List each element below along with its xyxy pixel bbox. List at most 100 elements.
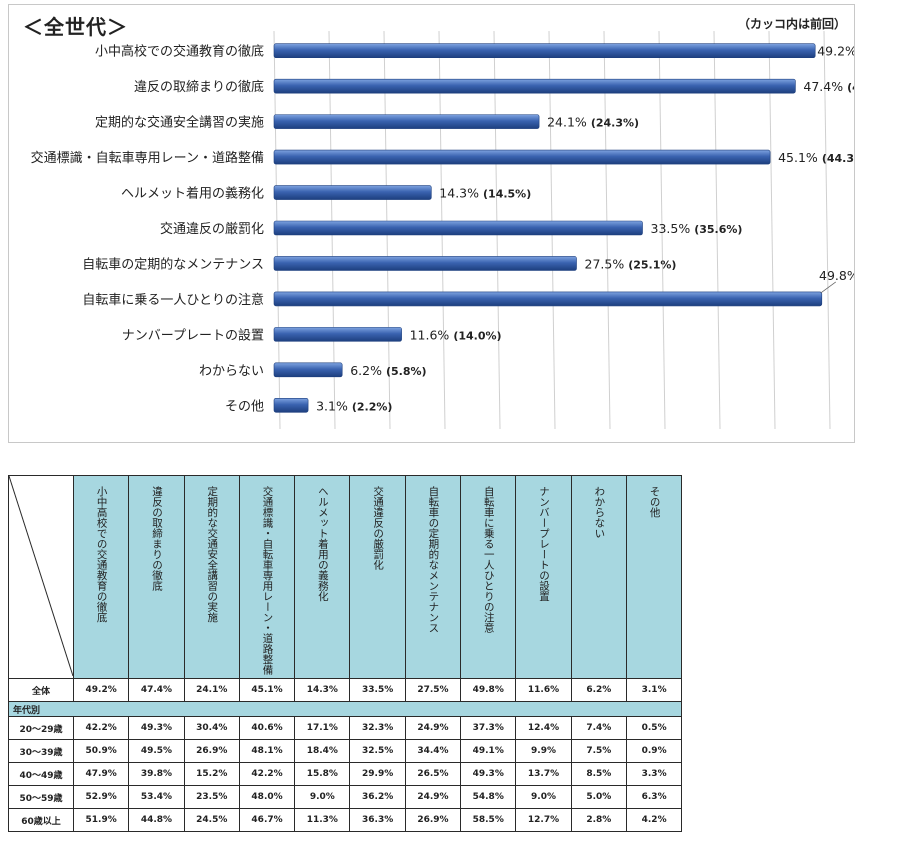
- previous-value-label: (24.3%): [591, 117, 639, 130]
- category-label: 交通違反の厳罰化: [160, 221, 264, 237]
- previous-value-label: (2.2%): [352, 400, 393, 413]
- table-cell: 18.4%: [294, 739, 351, 763]
- category-label: 小中高校での交通教育の徹底: [95, 44, 264, 60]
- table-cell: 9.0%: [294, 785, 351, 809]
- bar: [273, 256, 577, 271]
- table-cell: 7.4%: [570, 716, 627, 740]
- age-breakdown-table: 小中高校での交通教育の徹底 違反の取締まりの徹底 定期的な交通安全講習の実施 交通標識…: [7, 475, 683, 832]
- previous-value-label: (14.0%): [453, 329, 501, 342]
- table-header-cell: 自転車の定期的なメンテナンス: [404, 475, 462, 679]
- table-cell: 24.9%: [404, 716, 462, 740]
- table-cell: 23.5%: [183, 785, 240, 809]
- category-label: ヘルメット着用の義務化: [121, 186, 264, 202]
- table-cell: 58.5%: [460, 808, 517, 832]
- table-cell: 49.5%: [128, 739, 185, 763]
- table-cell: 49.2%: [72, 678, 130, 702]
- table-cell: 50.9%: [72, 739, 130, 763]
- bar: [273, 327, 402, 342]
- previous-value-label: (14.5%): [483, 188, 531, 201]
- table-header-label: わからない: [593, 486, 606, 539]
- bar: [273, 149, 771, 165]
- table-cell: 2.8%: [570, 808, 627, 832]
- bar: [273, 185, 432, 200]
- table-row: 20～29歳 42.2% 49.3% 30.4% 40.6% 17.1% 32.3% 24.9…: [8, 716, 683, 740]
- value-label: 33.5%: [651, 221, 691, 236]
- table-header-label: 違反の取締まりの徹底: [150, 486, 163, 591]
- gridline: [823, 30, 831, 430]
- corner-diagonal: [9, 476, 73, 676]
- table-row: 50～59歳 52.9% 53.4% 23.5% 48.0% 9.0% 36.2% 24.9%…: [8, 785, 683, 809]
- table-header-cell: 交通違反の厳罰化: [349, 475, 406, 679]
- table-corner-cell: [8, 475, 74, 679]
- table-row: 40～49歳 47.9% 39.8% 15.2% 42.2% 15.8% 29.9% 26.5…: [8, 762, 683, 786]
- table-cell: 44.8%: [128, 808, 185, 832]
- table-cell: 24.9%: [404, 785, 462, 809]
- category-label: 自転車に乗る一人ひとりの注意: [82, 292, 264, 308]
- table-header-cell: その他: [625, 475, 683, 679]
- bar: [273, 362, 343, 378]
- table-header-cell: ナンバープレートの設置: [515, 475, 572, 679]
- category-label: 定期的な交通安全講習の実施: [95, 115, 264, 131]
- table-cell: 49.1%: [460, 739, 517, 763]
- gridline: [713, 30, 721, 430]
- chart-title: ＜全世代＞: [23, 15, 128, 39]
- table-cell: 11.3%: [294, 808, 351, 832]
- previous-value-label: (44.3%): [822, 152, 854, 165]
- table-row: 全体 49.2% 47.4% 24.1% 45.1% 14.3% 33.5% 27.5% 49.…: [8, 678, 683, 702]
- value-label: 45.1%: [778, 150, 818, 165]
- category-label: 違反の取締まりの徹底: [134, 79, 264, 95]
- table-cell: 27.5%: [404, 678, 462, 702]
- bar: [273, 114, 540, 129]
- table-header-cell: 自転車に乗る一人ひとりの注意: [460, 475, 517, 679]
- row-label: 40～49歳: [8, 762, 74, 786]
- table-cell: 7.5%: [570, 739, 627, 763]
- gridline: [768, 30, 776, 430]
- table-header-cell: 交通標識・自転車専用レーン・道路整備: [238, 475, 296, 679]
- section-row: 年代別: [7, 701, 683, 717]
- table-cell: 34.4%: [404, 739, 462, 763]
- previous-value-label: (5.8%): [386, 365, 427, 378]
- table-header-cell: わからない: [570, 475, 627, 679]
- table-cell: 0.9%: [625, 739, 683, 763]
- section-label: 年代別: [7, 701, 683, 717]
- table-cell: 49.3%: [128, 716, 185, 740]
- value-label: 27.5%: [585, 256, 625, 271]
- table-cell: 26.9%: [183, 739, 240, 763]
- table-header-label: ナンバープレートの設置: [538, 486, 551, 602]
- table-cell: 49.3%: [460, 762, 517, 786]
- table-cell: 42.2%: [72, 716, 130, 740]
- table-header-label: 自転車に乗る一人ひとりの注意: [482, 486, 495, 633]
- table-cell: 48.0%: [238, 785, 296, 809]
- table-cell: 6.2%: [570, 678, 627, 702]
- value-label: 14.3%: [439, 186, 479, 201]
- table-cell: 42.2%: [238, 762, 296, 786]
- category-label: わからない: [199, 364, 264, 379]
- table-header-cell: 定期的な交通安全講習の実施: [183, 475, 240, 679]
- value-label: 47.4%: [803, 79, 843, 94]
- table-cell: 36.2%: [349, 785, 406, 809]
- table-cell: 47.4%: [128, 678, 185, 702]
- row-label: 30～39歳: [8, 739, 74, 763]
- table-cell: 49.8%: [460, 678, 517, 702]
- table-header-label: 交通標識・自転車専用レーン・道路整備: [261, 486, 274, 675]
- table-cell: 3.1%: [625, 678, 683, 702]
- bar: [273, 43, 816, 59]
- table-cell: 29.9%: [349, 762, 406, 786]
- table-cell: 12.7%: [515, 808, 572, 832]
- table-cell: 32.5%: [349, 739, 406, 763]
- table-cell: 48.1%: [238, 739, 296, 763]
- previous-value-label: (47.0%): [847, 81, 854, 94]
- previous-value-label: (25.1%): [628, 258, 676, 271]
- gridline: [658, 30, 666, 430]
- table-cell: 24.1%: [183, 678, 240, 702]
- table-header-label: その他: [648, 486, 661, 518]
- table-cell: 33.5%: [349, 678, 406, 702]
- previous-value-label: (35.6%): [694, 223, 742, 236]
- value-label: 49.8%: [819, 268, 854, 283]
- table-cell: 54.8%: [460, 785, 517, 809]
- category-label: その他: [225, 399, 264, 414]
- table-cell: 9.9%: [515, 739, 572, 763]
- table-cell: 14.3%: [294, 678, 351, 702]
- table-cell: 32.3%: [349, 716, 406, 740]
- row-label: 60歳以上: [8, 808, 74, 832]
